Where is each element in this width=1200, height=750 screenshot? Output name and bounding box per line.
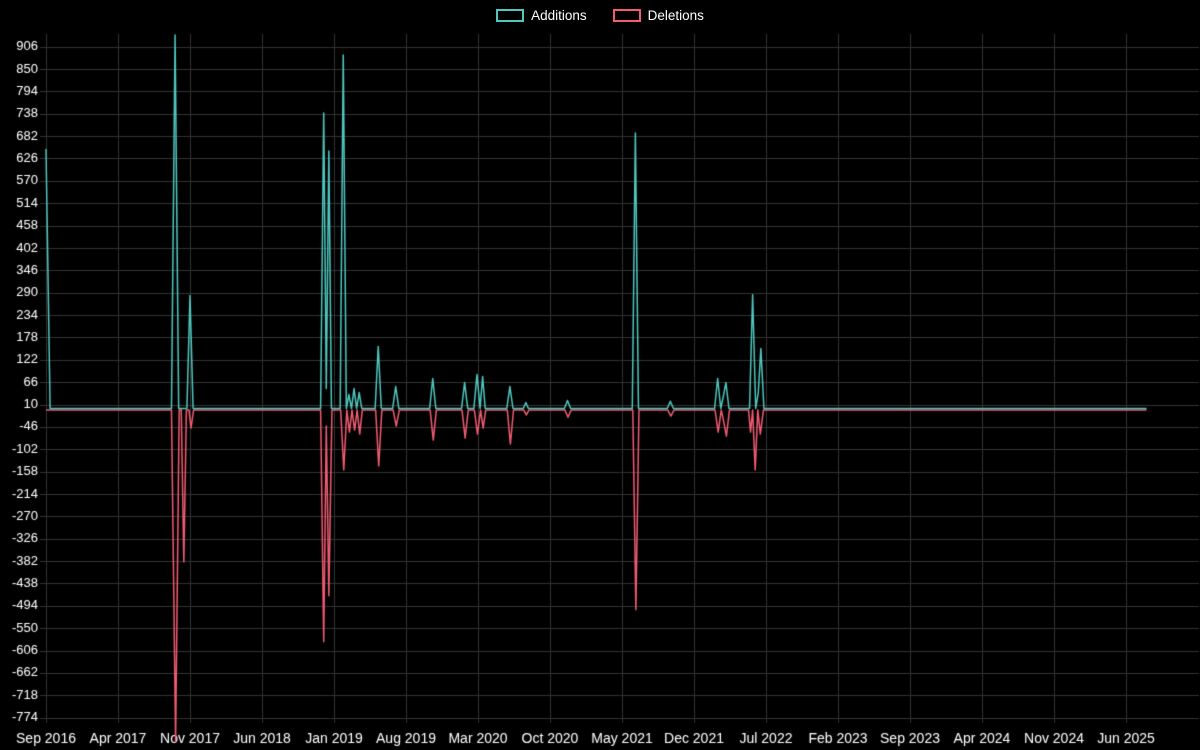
legend-label-deletions: Deletions <box>647 8 704 23</box>
chart-legend: Additions Deletions <box>0 8 1200 23</box>
deletions-swatch-icon <box>612 9 641 22</box>
legend-item-additions[interactable]: Additions <box>496 8 587 23</box>
additions-swatch-icon <box>496 9 525 22</box>
legend-item-deletions[interactable]: Deletions <box>612 8 704 23</box>
legend-label-additions: Additions <box>531 8 587 23</box>
